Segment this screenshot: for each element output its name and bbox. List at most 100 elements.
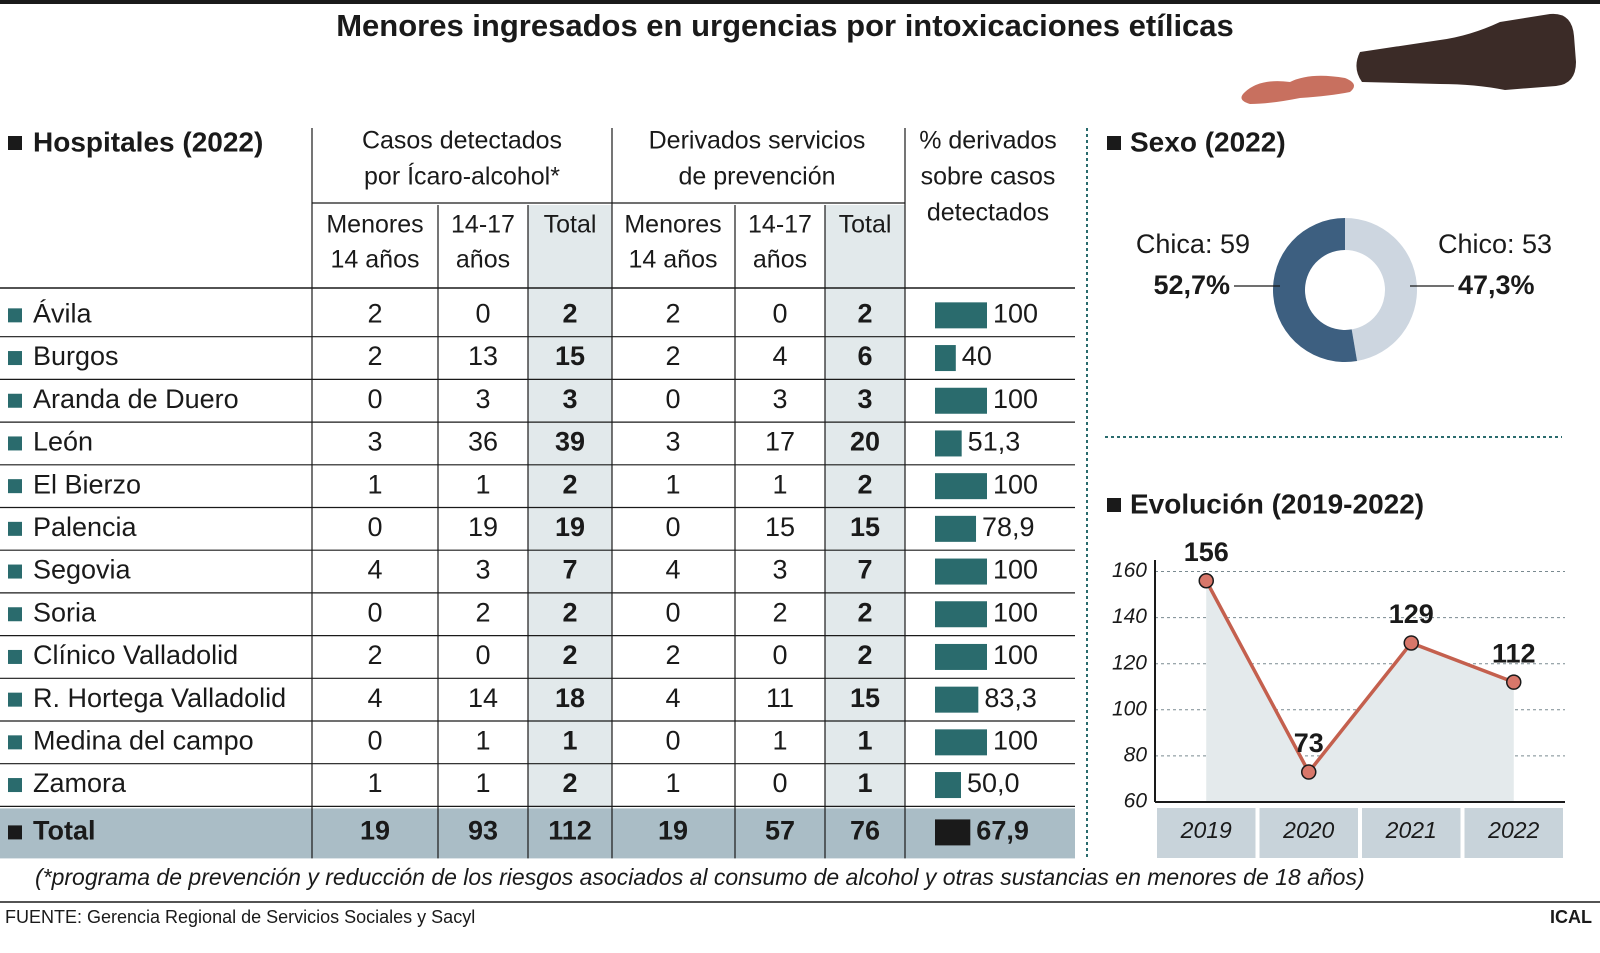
- row-marker: [8, 393, 22, 408]
- row-marker: [8, 351, 22, 366]
- cell-value: 20: [850, 427, 880, 457]
- pct-bar: [935, 601, 987, 628]
- area: [1206, 580, 1514, 802]
- top-rule: [0, 0, 1600, 4]
- cell-value: 11: [766, 683, 794, 713]
- pct-label: 100: [993, 555, 1038, 585]
- pct-bar: [935, 819, 971, 846]
- cell-value: 0: [665, 597, 680, 627]
- hospital-name: Clínico Valladolid: [33, 640, 238, 670]
- value-label: 156: [1184, 537, 1229, 567]
- cell-value: 15: [850, 683, 880, 713]
- cell-value: 15: [765, 512, 795, 542]
- brand: ICAL: [1550, 907, 1592, 927]
- pct-label: 78,9: [982, 512, 1035, 542]
- x-label-box: [1259, 808, 1358, 858]
- group-header: Derivados servicios: [649, 127, 866, 155]
- pct-bar: [935, 345, 956, 372]
- row-marker: [8, 735, 22, 750]
- pct-bar: [935, 473, 987, 500]
- y-tick-label: 60: [1124, 790, 1148, 813]
- cell-value: 7: [562, 555, 577, 585]
- pct-label: 100: [993, 298, 1038, 328]
- cell-value: 36: [468, 427, 498, 457]
- donut-segment: [1345, 218, 1418, 361]
- cell-value: 19: [555, 512, 585, 542]
- cell-value: 0: [772, 768, 787, 798]
- pct-bar: [935, 558, 987, 585]
- cell-value: 1: [475, 469, 490, 499]
- cell-value: 7: [857, 555, 872, 585]
- donut-segment: [1273, 218, 1358, 362]
- cell-value: 15: [850, 512, 880, 542]
- pct-label: 50,0: [967, 768, 1020, 798]
- total-column-bg: [825, 205, 905, 809]
- cell-value: 0: [367, 512, 382, 542]
- cell-value: 76: [850, 816, 880, 846]
- chart-title: Evolución (2019-2022): [1130, 488, 1424, 519]
- pct-bar: [935, 430, 962, 457]
- cell-value: 13: [468, 341, 498, 371]
- cell-value: 19: [468, 512, 498, 542]
- cell-value: 39: [555, 427, 585, 457]
- pct-label: 100: [993, 640, 1038, 670]
- cell-value: 0: [367, 597, 382, 627]
- pct-label: 100: [993, 725, 1038, 755]
- y-tick-label: 120: [1112, 651, 1147, 674]
- cell-value: 0: [475, 298, 490, 328]
- pct-bar: [935, 643, 987, 670]
- cell-value: 4: [367, 683, 382, 713]
- total-label: Total: [33, 816, 96, 846]
- cell-value: 2: [367, 298, 382, 328]
- cell-value: 3: [665, 427, 680, 457]
- donut-label: Chico: 53: [1438, 229, 1552, 259]
- x-label-box: [1157, 808, 1256, 858]
- cell-value: 17: [765, 427, 795, 457]
- pct-bar: [935, 686, 979, 713]
- cell-value: 2: [772, 597, 787, 627]
- pct-label: 67,9: [976, 816, 1029, 846]
- cell-value: 2: [665, 298, 680, 328]
- pct-label: 100: [993, 469, 1038, 499]
- point: [1198, 572, 1214, 589]
- cell-value: 19: [360, 816, 390, 846]
- cell-value: 2: [857, 469, 872, 499]
- cell-value: 1: [367, 768, 382, 798]
- y-tick-label: 80: [1124, 743, 1148, 766]
- cell-value: 0: [772, 640, 787, 670]
- cell-value: 3: [562, 384, 577, 414]
- donut-share: 47,3%: [1458, 270, 1535, 300]
- hospital-name: Ávila: [33, 298, 93, 328]
- sub-header: años: [456, 246, 510, 274]
- chart-title: Sexo (2022): [1130, 126, 1286, 157]
- cell-value: 2: [367, 640, 382, 670]
- sub-header: Total: [544, 211, 597, 239]
- sub-header: 14-17: [748, 211, 812, 239]
- cell-value: 4: [665, 555, 680, 585]
- pct-bar: [935, 302, 987, 329]
- row-marker: [8, 308, 22, 323]
- cell-value: 2: [367, 341, 382, 371]
- row-marker: [8, 649, 22, 664]
- cell-value: 2: [665, 341, 680, 371]
- cell-value: 0: [665, 725, 680, 755]
- pct-bar: [935, 772, 961, 799]
- group-header: detectados: [927, 199, 1049, 227]
- group-header: sobre casos: [921, 163, 1056, 191]
- group-header: Casos detectados: [362, 127, 562, 155]
- pct-label: 83,3: [984, 683, 1037, 713]
- sub-header: 14-17: [451, 211, 515, 239]
- pct-label: 100: [993, 384, 1038, 414]
- cell-value: 2: [562, 597, 577, 627]
- x-label-box: [1362, 808, 1461, 858]
- row-marker: [8, 479, 22, 494]
- cell-value: 2: [857, 640, 872, 670]
- row-marker: [8, 692, 22, 707]
- row-marker: [8, 436, 22, 451]
- pct-bar: [935, 729, 987, 756]
- sub-header: 14 años: [629, 246, 718, 274]
- cell-value: 1: [857, 725, 872, 755]
- x-tick-label: 2019: [1180, 817, 1232, 843]
- section-square: [1107, 136, 1121, 150]
